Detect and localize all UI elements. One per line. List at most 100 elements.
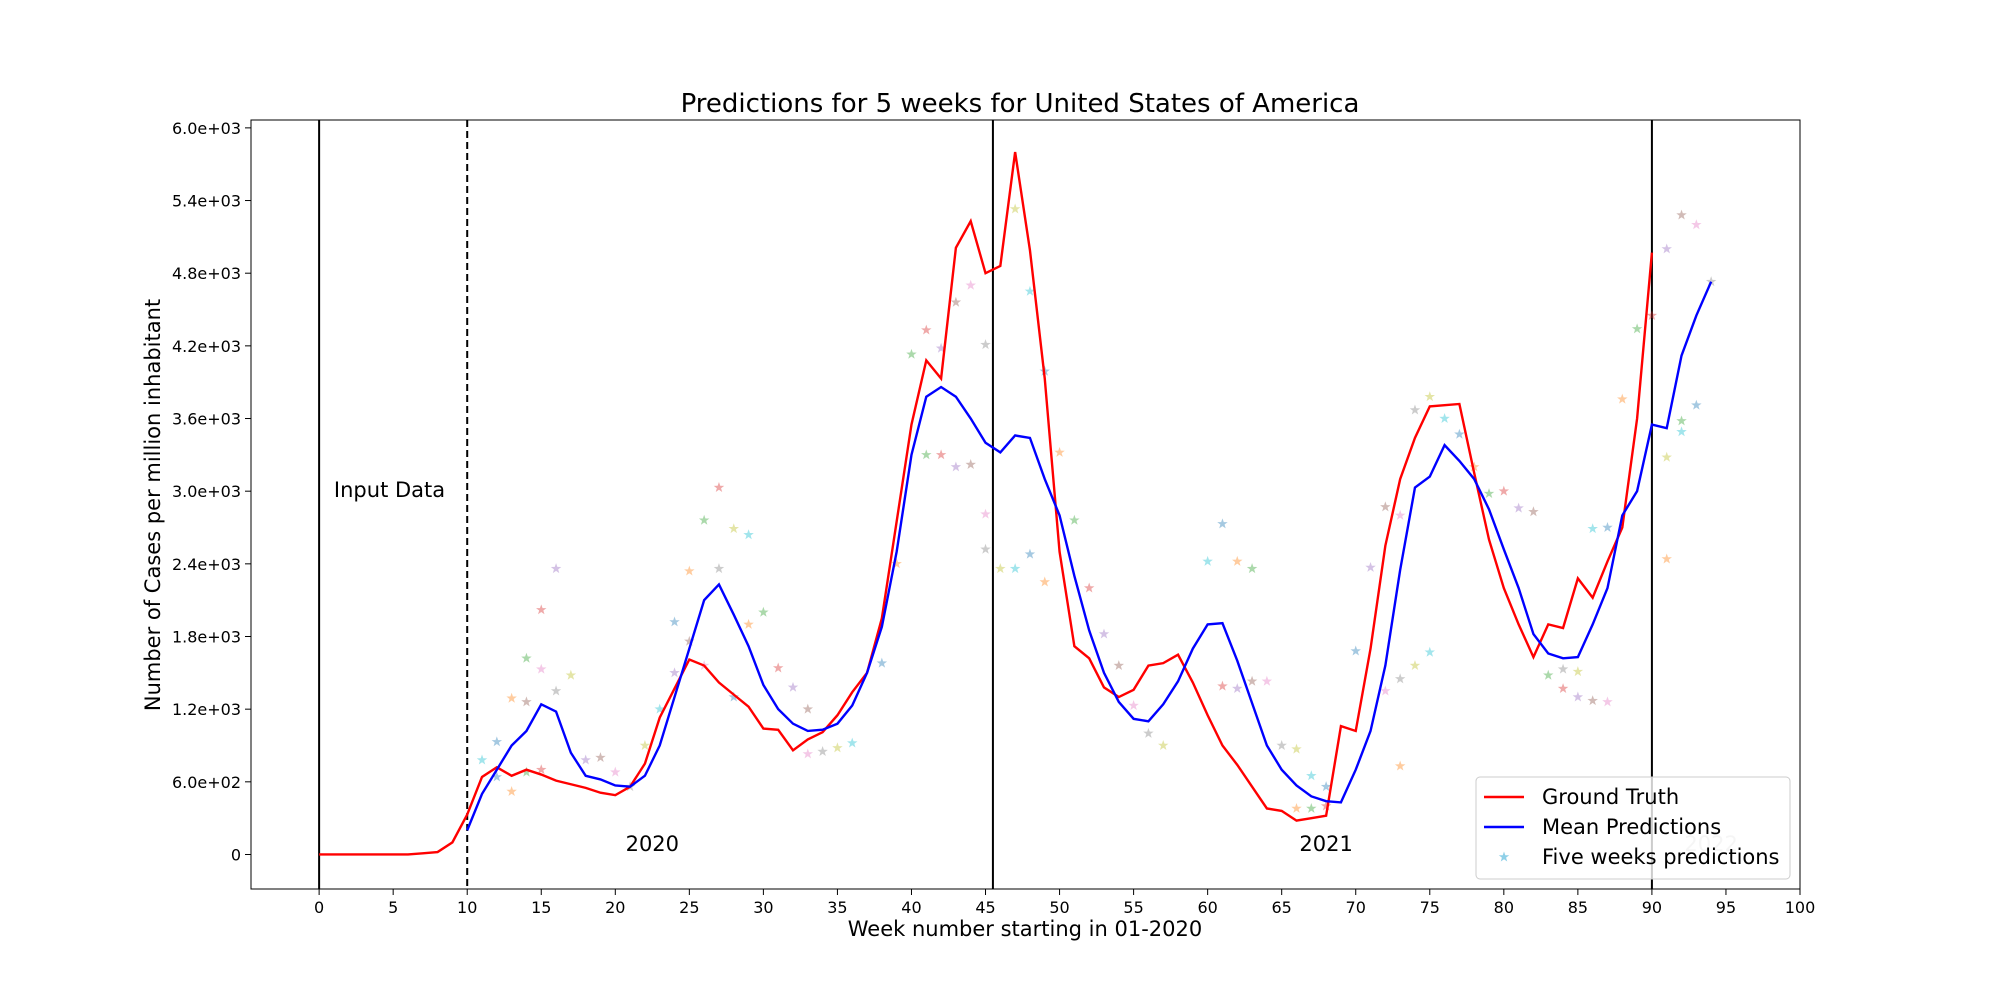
star-point: [1394, 509, 1406, 520]
star-point: [1054, 446, 1065, 457]
star-point: [698, 514, 710, 525]
x-tick-label: 75: [1420, 898, 1440, 917]
line-series: [466, 281, 1713, 831]
star-point: [1661, 553, 1672, 564]
y-tick-label: 4.2e+03: [172, 337, 241, 356]
star-point: [550, 563, 562, 574]
x-tick-label: 25: [679, 898, 699, 917]
star-point: [1661, 243, 1672, 254]
star-point: [684, 635, 695, 646]
star-point: [935, 342, 947, 353]
star-point: [891, 558, 902, 569]
x-axis-label: Week number starting in 01-2020: [848, 917, 1202, 941]
star-point: [1646, 310, 1658, 321]
star-point: [1143, 727, 1154, 738]
star-point: [521, 652, 532, 663]
star-point: [1024, 548, 1036, 559]
star-point: [1232, 683, 1243, 694]
star-point: [1320, 800, 1332, 811]
x-tick-label: 90: [1642, 898, 1662, 917]
star-point: [1039, 576, 1050, 587]
y-tick-label: 6.0e+03: [172, 119, 241, 138]
star-point: [536, 663, 547, 674]
star-point: [1365, 561, 1376, 572]
y-tick-label: 3.0e+03: [172, 482, 241, 501]
star-point: [684, 565, 695, 576]
x-tick-label: 5: [388, 898, 398, 917]
star-point: [1528, 506, 1539, 517]
y-tick-label: 4.8e+03: [172, 264, 241, 283]
star-point: [802, 703, 814, 714]
star-point: [1083, 582, 1095, 593]
star-point: [1587, 695, 1598, 706]
star-point: [1232, 555, 1243, 566]
star-point: [965, 279, 976, 290]
star-point: [980, 339, 991, 350]
star-point: [580, 754, 591, 765]
star-point: [713, 482, 725, 492]
x-tick-label: 60: [1197, 898, 1217, 917]
legend-label: Ground Truth: [1542, 785, 1679, 809]
x-tick-label: 15: [531, 898, 551, 917]
star-point: [1557, 663, 1569, 674]
star-point: [921, 449, 932, 460]
x-tick-label: 100: [1785, 898, 1816, 917]
star-point: [876, 657, 888, 668]
star-point: [1602, 696, 1613, 707]
x-tick-label: 85: [1568, 898, 1588, 917]
y-axis-label: Number of Cases per million inhabitant: [141, 299, 165, 711]
star-point: [1024, 285, 1036, 296]
star-point: [1572, 666, 1584, 677]
y-tick-label: 1.8e+03: [172, 628, 241, 647]
star-point: [595, 752, 606, 763]
star-point: [1454, 428, 1465, 439]
star-point: [1380, 501, 1391, 512]
star-point: [506, 692, 517, 703]
star-point: [536, 764, 547, 775]
legend-label: Five weeks predictions: [1542, 845, 1780, 869]
x-tick-label: 35: [827, 898, 847, 917]
star-point: [1587, 523, 1598, 534]
star-point: [1661, 451, 1672, 462]
legend-swatch: [1498, 851, 1510, 862]
star-point: [1572, 691, 1584, 702]
star-point: [832, 742, 843, 753]
y-tick-label: 3.6e+03: [172, 410, 241, 429]
star-point: [1557, 683, 1569, 694]
star-point: [1098, 628, 1110, 639]
star-point: [1113, 660, 1125, 671]
star-point: [728, 691, 739, 702]
star-point: [743, 529, 754, 540]
star-point: [921, 324, 932, 335]
star-point: [728, 523, 739, 534]
star-point: [491, 736, 503, 747]
star-point: [1543, 669, 1554, 680]
star-point: [1276, 739, 1287, 750]
star-point: [491, 771, 503, 782]
star-point: [1439, 413, 1450, 423]
legend-label: Mean Predictions: [1542, 815, 1721, 839]
star-point: [935, 449, 947, 460]
star-point: [565, 669, 577, 680]
star-point: [950, 461, 962, 472]
star-point: [521, 766, 532, 777]
star-point: [743, 618, 754, 629]
star-point: [1350, 645, 1361, 656]
star-point: [1128, 700, 1139, 710]
star-point: [847, 737, 858, 748]
star-point: [1306, 770, 1317, 781]
star-point: [1483, 488, 1495, 499]
star-point: [713, 563, 725, 574]
star-point: [669, 616, 680, 627]
star-point: [906, 348, 917, 359]
star-point: [772, 662, 784, 673]
star-point: [1424, 391, 1436, 402]
star-point: [1676, 426, 1687, 437]
star-point: [1691, 399, 1702, 410]
y-tick-label: 1.2e+03: [172, 700, 241, 719]
chart-title: Predictions for 5 weeks for United State…: [681, 89, 1360, 119]
annotation: 2020: [626, 832, 679, 856]
star-point: [1157, 739, 1169, 750]
star-point: [1513, 502, 1524, 513]
star-point: [1320, 781, 1332, 792]
